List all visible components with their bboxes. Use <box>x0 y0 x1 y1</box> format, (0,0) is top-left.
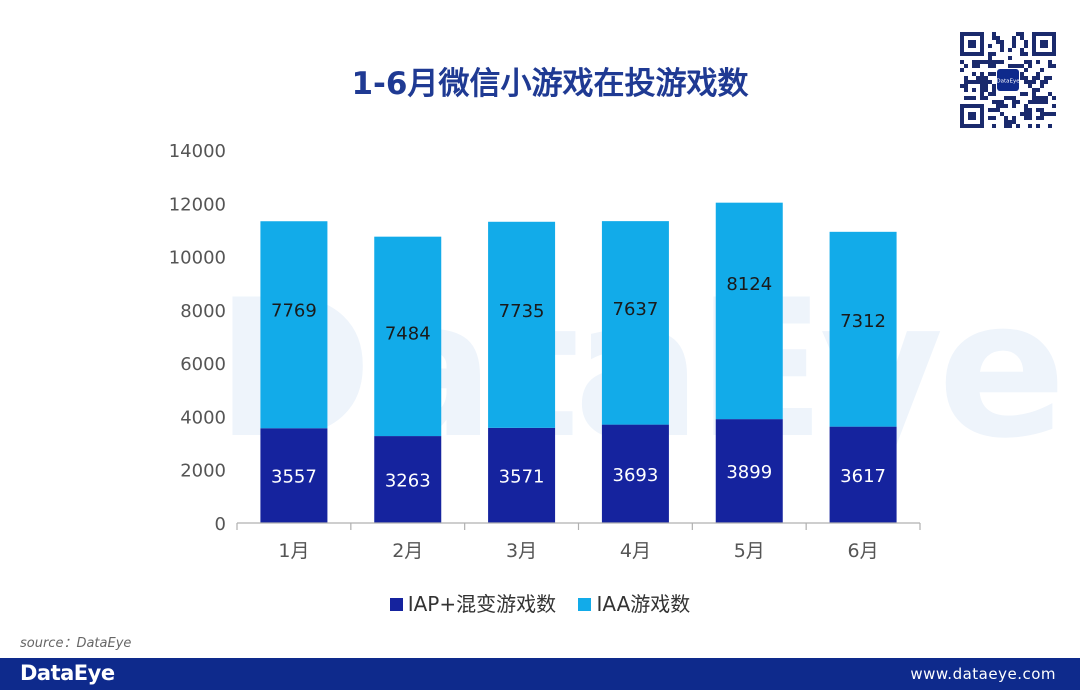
bar-iap <box>829 426 897 523</box>
qr-code-icon: DataEye <box>960 32 1056 128</box>
source-note: source：DataEye <box>20 636 132 651</box>
data-label: 3557 <box>271 467 317 488</box>
y-tick-label: 14000 <box>169 141 226 162</box>
y-tick-label: 10000 <box>169 248 226 269</box>
data-label: 3571 <box>499 466 545 487</box>
data-label: 7769 <box>271 301 317 322</box>
legend-swatch-iap <box>389 598 403 611</box>
x-tick-label: 2月 <box>392 540 423 562</box>
legend-label-iap: IAP+混变游戏数 <box>407 592 557 616</box>
legend-swatch-iaa <box>578 598 592 611</box>
data-label: 3693 <box>613 465 659 486</box>
bar-iap <box>488 427 556 523</box>
data-label: 7484 <box>385 323 431 344</box>
y-tick-label: 6000 <box>180 354 226 375</box>
y-tick-label: 4000 <box>180 407 226 428</box>
bar-iaa <box>488 221 556 428</box>
data-label: 7735 <box>499 301 545 322</box>
bar-iap <box>715 419 783 523</box>
x-tick-label: 5月 <box>734 540 765 562</box>
data-label: 3899 <box>726 462 772 483</box>
legend-label-iaa: IAA游戏数 <box>596 592 691 616</box>
data-label: 3263 <box>385 471 431 492</box>
bar-iaa <box>829 231 897 427</box>
legend: IAP+混变游戏数 IAA游戏数 <box>0 588 1080 617</box>
y-tick-label: 2000 <box>180 461 226 482</box>
bar-chart: 0 2000 4000 6000 8000 10000 12000 14000 3557 776… <box>169 141 921 562</box>
qr-logo: DataEye <box>996 79 1020 85</box>
footer-bar: DataEye www.dataeye.com <box>0 658 1080 690</box>
y-tick-label: 12000 <box>169 194 226 215</box>
data-label: 7312 <box>840 311 886 332</box>
bar-iap <box>374 436 442 523</box>
chart-title: 1-6月微信小游戏在投游戏数 <box>351 66 749 102</box>
bar-iaa <box>715 202 783 420</box>
bar-iaa <box>260 221 328 429</box>
legend-item-iap: IAP+混变游戏数 <box>389 588 557 617</box>
bar-iap <box>260 428 328 523</box>
y-tick-label: 0 <box>215 514 226 535</box>
y-tick-label: 8000 <box>180 301 226 322</box>
bar-iaa <box>601 221 669 425</box>
x-tick-label: 1月 <box>278 540 309 562</box>
bar-iap <box>601 424 669 523</box>
x-tick-label: 6月 <box>848 540 879 562</box>
data-label: 3617 <box>840 466 886 487</box>
data-label: 7637 <box>613 299 659 320</box>
legend-item-iaa: IAA游戏数 <box>578 588 690 617</box>
x-tick-label: 3月 <box>506 540 537 562</box>
bar-iaa <box>374 236 442 437</box>
x-tick-label: 4月 <box>620 540 651 562</box>
data-label: 8124 <box>726 274 772 295</box>
footer-website: www.dataeye.com <box>910 665 1056 683</box>
footer-brand-logo: DataEye <box>20 661 115 685</box>
